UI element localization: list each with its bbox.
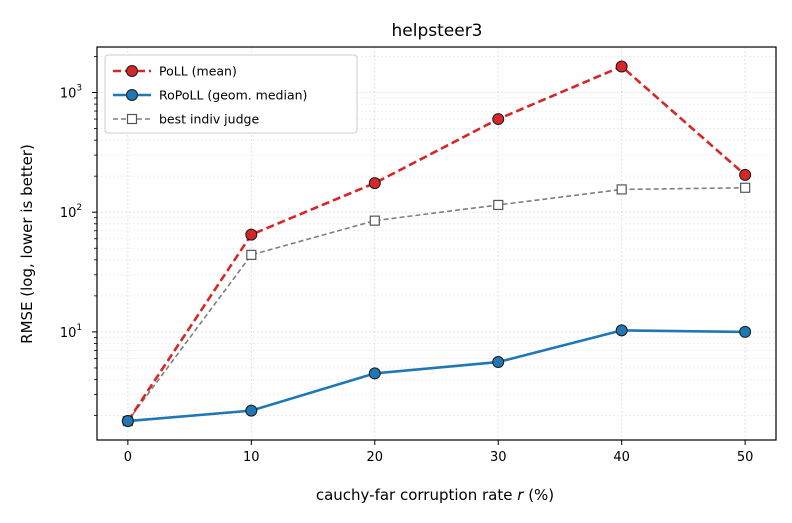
series-line [126,65,746,422]
data-point-marker [493,199,504,211]
x-tick-label: 30 [490,450,507,465]
x-axis-label-variable: r [517,486,524,504]
legend-label: best indiv judge [159,112,259,127]
y-tick-exponent: 1 [76,323,82,333]
data-point-marker [739,325,752,338]
x-tick-label: 40 [613,450,630,465]
legend: PoLL (mean) RoPoLL (geom. median) best ind… [104,54,358,134]
data-point-marker [126,65,138,77]
data-point-marker [245,228,258,241]
plot-frame [96,46,777,441]
x-tick-label: 50 [737,450,754,465]
legend-label: PoLL (mean) [159,64,237,79]
x-axis-label-prefix: cauchy-far corruption rate [316,486,517,504]
series-2 [122,182,751,427]
data-point-marker [121,415,134,428]
data-point-marker [739,168,752,181]
data-point-marker [245,404,258,417]
series-group [121,60,752,428]
data-point-marker [246,249,257,260]
x-axis: 0 10 20 30 40 50 [124,440,754,465]
data-point-marker [615,60,628,73]
data-point-marker [368,177,381,190]
data-point-marker [126,113,138,125]
series-line [127,186,746,422]
y-tick-base: 10 [60,326,77,341]
data-point-marker [616,184,627,195]
data-point-marker [369,215,380,226]
data-point-marker [492,356,505,369]
data-point-marker [492,113,505,126]
data-point-marker [126,89,138,101]
series-1 [121,324,752,428]
y-tick-label: 103 [60,84,82,102]
x-axis-label-suffix: (%) [523,486,554,504]
data-point-marker [740,182,751,193]
x-tick-label: 0 [124,450,132,465]
y-tick-base: 10 [60,87,77,102]
y-axis-label: RMSE (log, lower is better) [18,144,36,344]
x-tick-label: 10 [243,450,260,465]
legend-box [104,54,358,134]
legend-label: RoPoLL (geom. median) [159,88,307,103]
y-tick-base: 10 [60,206,77,221]
series-line [127,329,746,423]
y-tick-label: 102 [60,203,82,221]
y-tick-label: 101 [60,323,82,341]
chart-title: helpsteer3 [392,21,483,41]
x-axis-label: cauchy-far corruption rate r (%) [316,486,554,504]
x-tick-label: 20 [366,450,383,465]
data-point-marker [368,367,381,380]
y-tick-exponent: 3 [76,84,82,94]
data-point-marker [615,324,628,337]
y-tick-exponent: 2 [76,203,82,213]
